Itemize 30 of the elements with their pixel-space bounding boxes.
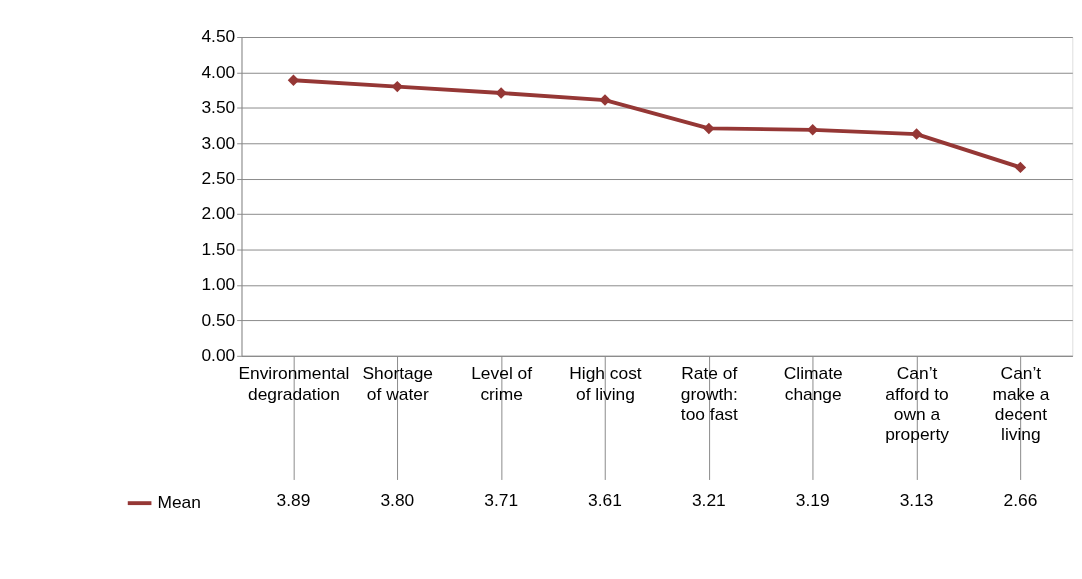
y-tick-label: 4.00 [201, 61, 236, 82]
y-tick-label: 2.50 [201, 168, 236, 189]
point [1014, 161, 1027, 174]
y-tick-label: 1.00 [201, 274, 236, 295]
y-tick-label: 0.00 [201, 345, 236, 366]
y-tick-label: 4.50 [201, 26, 236, 47]
legend-label: Mean [157, 491, 201, 512]
point [599, 94, 611, 106]
x-tick-label: Can’t make a decent living [992, 363, 1050, 445]
data-label: 2.66 [1003, 489, 1038, 510]
data-label: 3.19 [795, 489, 830, 510]
x-tick-label: Rate of growth: too fast [680, 363, 738, 425]
y-tick-label: 3.00 [201, 132, 236, 153]
data-label: 3.13 [899, 489, 934, 510]
x-tick-label: Level of crime [471, 363, 533, 404]
y-tick-label: 0.50 [201, 309, 236, 330]
data-label: 3.21 [691, 489, 726, 510]
x-tick-label: Environmental degradation [238, 363, 350, 404]
data-label: 3.71 [484, 489, 519, 510]
data-label: 3.61 [588, 489, 622, 510]
x-tick-label: Shortage of water [362, 363, 434, 404]
x-tick-label: Climate change [783, 363, 843, 404]
x-tick-label: Can’t afford to own a property [885, 363, 950, 445]
y-tick-label: 1.50 [201, 238, 236, 259]
x-tick-label: High cost of living [569, 363, 642, 404]
y-tick-label: 2.00 [201, 203, 236, 224]
point [495, 87, 507, 99]
data-label: 3.80 [380, 489, 415, 510]
y-tick-label: 3.50 [201, 97, 236, 118]
data-label: 3.89 [276, 489, 311, 510]
